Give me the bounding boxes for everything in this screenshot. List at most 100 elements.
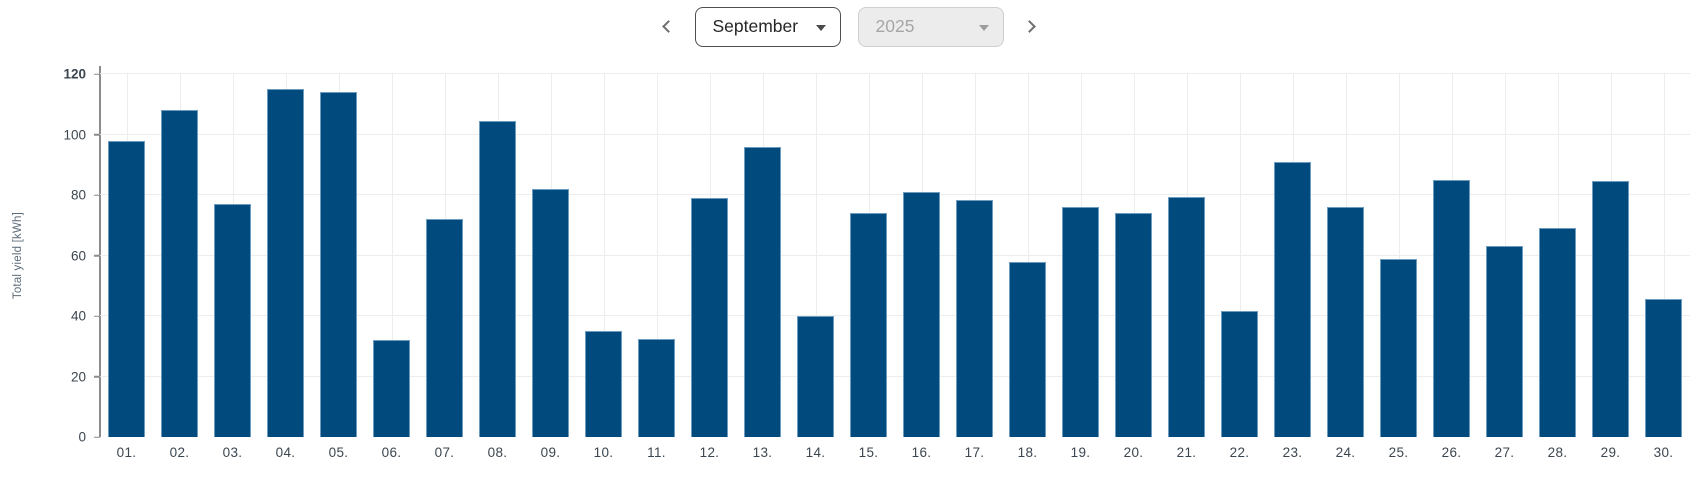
y-tick-label: 120 — [63, 66, 86, 82]
day-column — [630, 74, 683, 437]
bar-day-25[interactable] — [1379, 258, 1418, 437]
x-tick-label: 22. — [1229, 445, 1250, 460]
y-axis: 0 20 40 60 80 100 120 — [36, 67, 100, 445]
bar-day-11[interactable] — [637, 338, 676, 437]
bar-day-16[interactable] — [902, 191, 941, 437]
bar-day-23[interactable] — [1273, 161, 1312, 437]
gridline-horizontal — [100, 375, 1690, 377]
bar-day-05[interactable] — [319, 92, 358, 437]
x-tick-label: 03. — [222, 445, 243, 460]
gridline-horizontal — [100, 133, 1690, 135]
x-tick-label: 01. — [116, 445, 137, 460]
bar-day-14[interactable] — [796, 316, 835, 437]
bar-day-19[interactable] — [1061, 207, 1100, 437]
plot-area — [99, 66, 1690, 437]
y-tick-mark — [94, 194, 100, 196]
day-column — [153, 74, 206, 437]
y-tick-mark — [94, 133, 100, 136]
x-tick-label: 19. — [1070, 445, 1091, 460]
day-column — [842, 74, 895, 437]
x-tick-label: 27. — [1494, 445, 1515, 460]
x-tick-label: 21. — [1176, 445, 1197, 460]
bar-day-18[interactable] — [1008, 261, 1047, 437]
x-axis: 01. 02. 03. 04. 05. 06. 07. 08. 09. 10. 11. 12. 13. 1… — [100, 437, 1690, 460]
bar-day-26[interactable] — [1432, 179, 1471, 437]
day-column — [1319, 74, 1372, 437]
day-column — [1054, 74, 1107, 437]
gridline-vertical — [1027, 74, 1029, 437]
gridline-horizontal — [100, 73, 1690, 74]
year-select[interactable]: 2025 — [857, 6, 1004, 47]
x-tick-label: 17. — [964, 445, 985, 460]
bar-day-15[interactable] — [849, 213, 888, 437]
bar-day-29[interactable] — [1591, 181, 1630, 437]
bar-day-17[interactable] — [955, 199, 994, 437]
y-tick-mark — [94, 254, 100, 257]
bar-day-21[interactable] — [1167, 196, 1206, 437]
bar-day-20[interactable] — [1114, 213, 1153, 437]
day-column — [471, 74, 524, 437]
x-tick-label: 16. — [911, 445, 932, 460]
x-tick-label: 09. — [540, 445, 561, 460]
y-tick-label: 40 — [70, 308, 86, 324]
day-column — [736, 74, 789, 437]
bar-day-12[interactable] — [690, 198, 729, 437]
y-tick-mark — [94, 436, 100, 438]
x-tick-label: 18. — [1017, 445, 1038, 460]
day-column — [365, 74, 418, 437]
x-tick-label: 05. — [328, 445, 349, 460]
bar-day-06[interactable] — [372, 340, 411, 437]
bar-day-01[interactable] — [107, 140, 146, 437]
x-tick-label: 14. — [805, 445, 826, 460]
y-tick-mark — [94, 375, 100, 378]
y-axis-title: Total yield [kWh] — [12, 211, 24, 300]
y-tick-label: 60 — [70, 248, 86, 263]
x-tick-label: 12. — [699, 445, 720, 460]
bar-day-02[interactable] — [160, 110, 199, 437]
next-month-button[interactable] — [1021, 16, 1043, 38]
day-column — [1001, 74, 1054, 437]
x-tick-label: 07. — [434, 445, 455, 460]
gridline-vertical — [1398, 74, 1400, 437]
y-axis-line — [99, 66, 101, 437]
x-tick-label: 25. — [1388, 445, 1409, 460]
bar-day-13[interactable] — [743, 146, 782, 437]
bar-day-07[interactable] — [425, 219, 464, 437]
x-tick-label: 26. — [1441, 445, 1462, 460]
bar-day-08[interactable] — [478, 120, 517, 437]
day-column — [789, 74, 842, 437]
chevron-down-icon — [815, 24, 826, 31]
day-column — [1213, 74, 1266, 437]
day-column — [418, 74, 471, 437]
previous-month-button[interactable] — [656, 16, 678, 38]
day-column — [683, 74, 736, 437]
chevron-left-icon — [662, 20, 675, 33]
day-column — [312, 74, 365, 437]
gridline-vertical — [815, 74, 817, 437]
yield-bar-chart: Total yield [kWh] 0 20 40 60 80 100 120 01. 02.… — [0, 66, 1698, 460]
day-column — [524, 74, 577, 437]
bar-day-28[interactable] — [1538, 228, 1577, 437]
bar-day-04[interactable] — [266, 89, 305, 437]
month-select[interactable]: September — [694, 6, 841, 47]
y-tick-label: 100 — [63, 127, 86, 142]
day-column — [895, 74, 948, 437]
bar-day-30[interactable] — [1644, 299, 1683, 437]
day-column — [1160, 74, 1213, 437]
bar-day-27[interactable] — [1485, 246, 1524, 437]
year-select-value: 2025 — [875, 16, 915, 36]
gridline-vertical — [391, 74, 393, 437]
bar-day-24[interactable] — [1326, 207, 1365, 437]
x-tick-label: 20. — [1123, 445, 1144, 460]
gridline-vertical — [1239, 74, 1241, 437]
y-tick-label: 80 — [70, 187, 86, 203]
bar-day-09[interactable] — [531, 188, 570, 437]
gridline-horizontal — [100, 315, 1690, 316]
bar-day-22[interactable] — [1220, 311, 1259, 437]
x-tick-label: 30. — [1653, 445, 1674, 460]
bar-day-10[interactable] — [584, 331, 623, 437]
day-column — [1531, 74, 1584, 437]
bar-day-03[interactable] — [213, 204, 252, 437]
x-tick-label: 06. — [381, 445, 402, 460]
